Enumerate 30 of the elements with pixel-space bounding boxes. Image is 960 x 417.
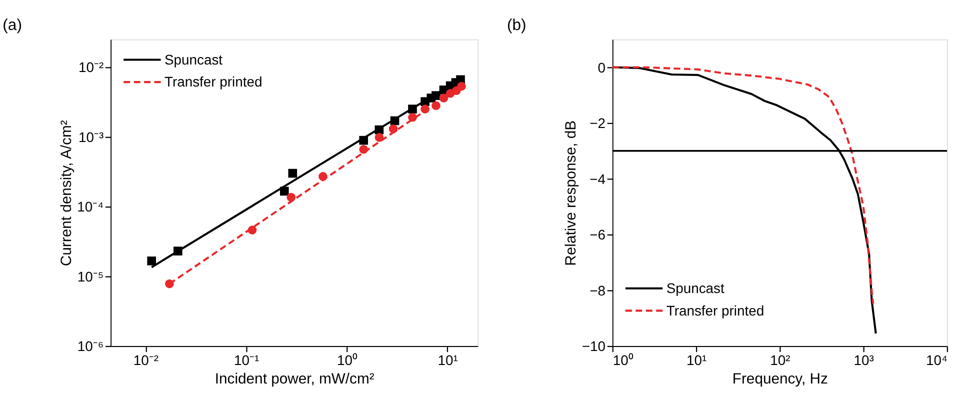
x-tick-label: 10² [770,352,791,368]
y-tick-label: 10⁻² [78,59,104,76]
legend-label: Transfer printed [164,74,262,90]
x-tick-label: 10⁰ [336,352,358,368]
y-tick-label: 10⁻⁴ [77,198,104,215]
x-tick-label: 10¹ [438,352,458,368]
x-tick-label: 10⁴ [926,352,948,368]
y-tick-label: 10⁻³ [78,128,104,145]
chart-title: (b) [507,17,526,34]
legend-label: Spuncast [666,280,725,296]
y-tick-label: −10 [582,338,606,354]
x-tick-label: 10⁻² [133,352,159,368]
y-axis-title: Relative response, dB [563,120,580,266]
y-tick-label: −6 [590,226,606,243]
y-tick-label: −8 [590,282,606,298]
y-tick-label: −4 [590,170,606,187]
legend-label: Spuncast [164,51,223,68]
y-tick-label: 0 [598,59,606,76]
y-tick-label: 10⁻⁵ [77,268,104,284]
legend-label: Transfer printed [666,302,764,318]
chart-title: (a) [2,17,22,34]
x-tick-label: 10¹ [686,352,707,368]
x-axis-title: Frequency, Hz [732,372,828,388]
x-tick-label: 10⁻¹ [234,352,260,368]
y-tick-label: 10⁻⁶ [77,338,104,354]
y-tick-label: −2 [590,115,606,132]
x-tick-label: 10³ [854,352,874,368]
x-axis-title: Incident power, mW/cm² [214,372,374,388]
x-tick-label: 10⁰ [612,352,634,368]
y-axis-title: Current density, A/cm² [58,120,75,266]
